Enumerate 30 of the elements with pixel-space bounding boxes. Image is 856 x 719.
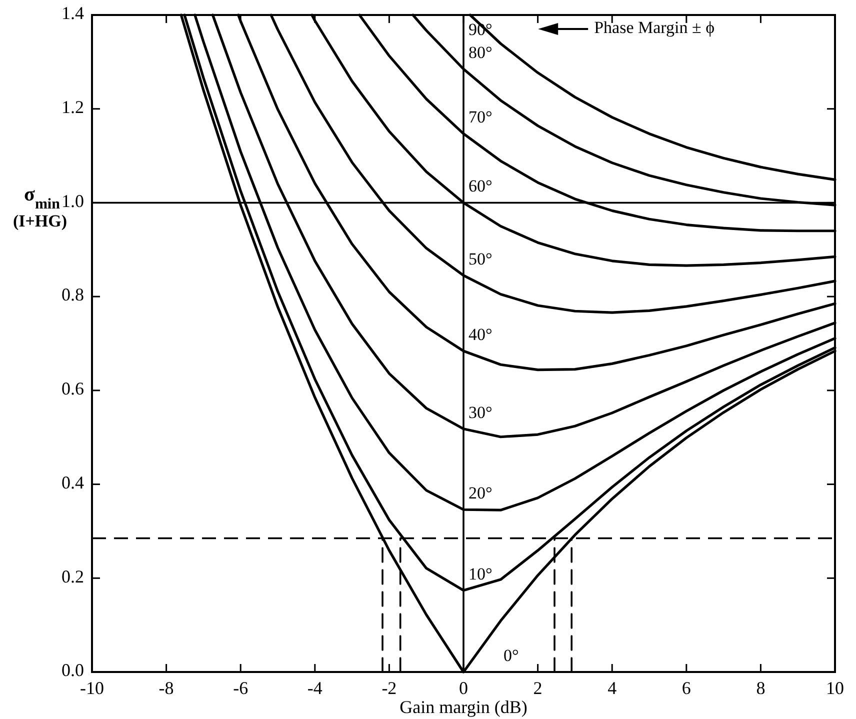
x-tick-label: -4 [307,678,322,698]
series-label: 0° [504,646,519,665]
series-label: 70° [468,108,492,127]
x-axis-title: Gain margin (dB) [400,697,528,717]
x-tick-label: -10 [80,678,104,698]
y-tick-label: 0.2 [62,566,84,586]
y-tick-label: 0.4 [62,472,84,492]
x-tick-label: -6 [233,678,248,698]
series-label: 50° [468,249,492,268]
y-tick-label: 0.6 [62,378,84,399]
legend-label: 80° [468,42,492,62]
x-tick-label: 0 [459,678,468,698]
y-tick-label: 1.4 [62,3,84,24]
series-label: 20° [468,484,492,503]
series-label: 60° [468,176,492,196]
y-tick-label: 0.0 [62,660,84,680]
x-tick-label: 2 [533,678,542,698]
series-label: 10° [468,564,492,584]
x-tick-label: 6 [682,678,691,698]
y-tick-label: 1.2 [62,96,84,117]
annotation: Phase Margin ± ϕ [594,18,715,37]
x-tick-label: 8 [756,678,766,698]
x-tick-label: -2 [382,678,397,698]
x-tick-label: -8 [158,678,174,698]
y-tick-label: 0.8 [62,284,84,305]
series-label: 30° [468,402,492,422]
x-tick-label: 4 [608,678,617,698]
y-tick-label: 1.0 [62,190,84,211]
x-tick-label: 10 [826,678,844,698]
series-label: 40° [468,324,492,344]
